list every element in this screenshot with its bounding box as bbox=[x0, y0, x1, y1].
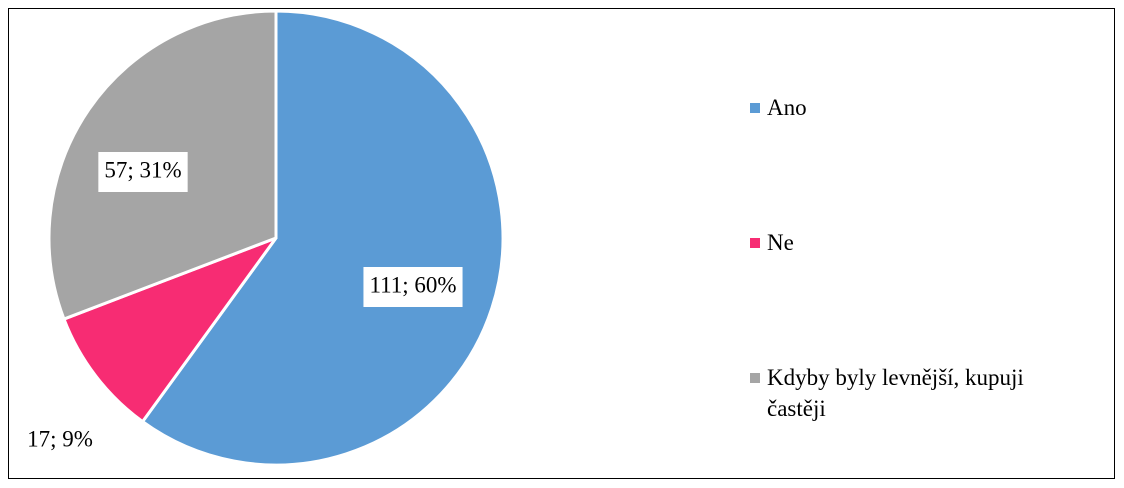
chart-frame bbox=[8, 8, 1115, 479]
legend-swatch bbox=[750, 238, 760, 248]
data-label: 57; 31% bbox=[104, 157, 181, 182]
legend-item: Ano bbox=[750, 92, 1067, 123]
data-label-box bbox=[98, 152, 188, 192]
pie-slice bbox=[62, 236, 278, 424]
legend-swatch bbox=[750, 103, 760, 113]
legend-swatch bbox=[750, 373, 760, 383]
data-label-box bbox=[363, 267, 463, 307]
legend-label: Kdyby byly levnější, kupuji častěji bbox=[767, 365, 1024, 421]
legend-item: Ne bbox=[750, 227, 1067, 258]
legend-label: Ne bbox=[767, 230, 794, 255]
data-label: 17; 9% bbox=[27, 426, 93, 451]
legend-item: Kdyby byly levnější, kupuji častěji bbox=[750, 362, 1067, 424]
legend-label: Ano bbox=[767, 95, 807, 120]
data-label: 111; 60% bbox=[369, 272, 456, 297]
pie-slice bbox=[141, 9, 505, 467]
